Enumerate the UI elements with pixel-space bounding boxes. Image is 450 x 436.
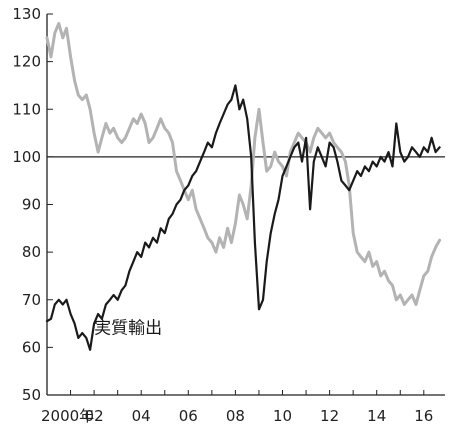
x-tick-label: 04 [132, 407, 151, 425]
series-line-real-effective-exchange-rate [45, 22, 442, 306]
y-tick-label: 90 [22, 196, 41, 214]
series-line-real-exports [45, 84, 441, 351]
x-tick-label: 2000年 [41, 407, 94, 425]
series-layer [45, 22, 442, 351]
y-tick-label: 50 [22, 386, 41, 404]
x-tick-label: 06 [179, 407, 198, 425]
y-tick-label: 130 [12, 5, 41, 23]
labels-layer: 実質実効為替レート指数実質輸出 [94, 319, 162, 339]
x-tick-label: 12 [320, 407, 339, 425]
y-tick-label: 110 [12, 100, 41, 118]
x-tick-label: 10 [273, 407, 292, 425]
x-tick-label: 14 [367, 407, 386, 425]
y-tick-label: 120 [12, 53, 41, 71]
x-tick-label: 16 [414, 407, 433, 425]
y-tick-label: 80 [22, 243, 41, 261]
series-label-real-exports: 実質輸出 [94, 319, 162, 339]
y-tick-label: 100 [12, 148, 41, 166]
y-tick-label: 60 [22, 338, 41, 356]
x-tick-label: 02 [85, 407, 104, 425]
x-tick-label: 08 [226, 407, 245, 425]
y-tick-label: 70 [22, 291, 41, 309]
